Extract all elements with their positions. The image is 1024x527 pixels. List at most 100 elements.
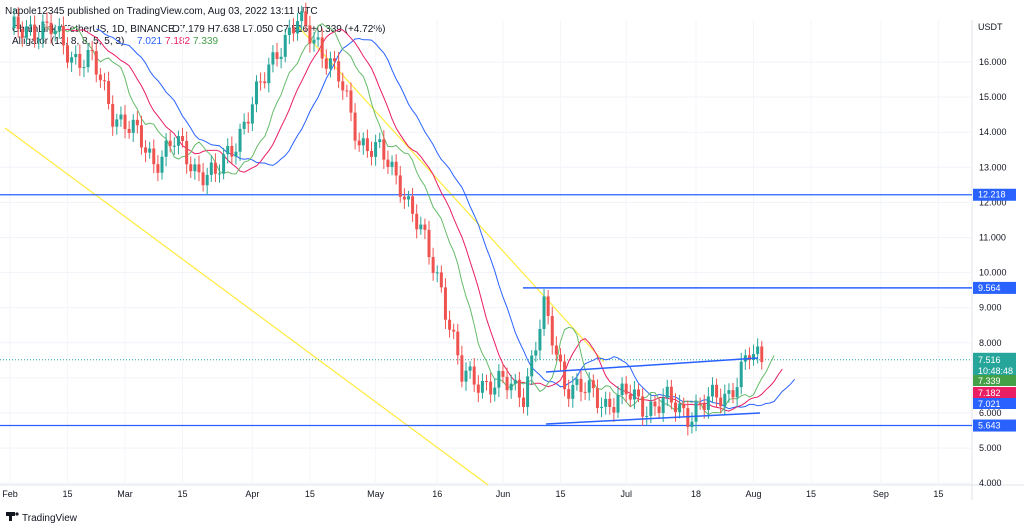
candle-body[interactable] xyxy=(604,398,608,407)
candle-body[interactable] xyxy=(254,81,258,105)
candle-body[interactable] xyxy=(669,386,673,403)
candle-body[interactable] xyxy=(345,90,349,92)
candle-body[interactable] xyxy=(472,366,476,385)
candle-body[interactable] xyxy=(296,21,300,34)
candle-body[interactable] xyxy=(522,397,525,407)
candle-body[interactable] xyxy=(287,27,291,35)
candle-body[interactable] xyxy=(723,393,727,407)
candle-body[interactable] xyxy=(554,345,558,355)
candle-body[interactable] xyxy=(45,21,49,23)
candle-body[interactable] xyxy=(493,387,497,395)
candle-body[interactable] xyxy=(661,397,665,414)
candle-body[interactable] xyxy=(752,354,756,360)
candle-body[interactable] xyxy=(731,390,735,398)
candle-body[interactable] xyxy=(571,384,575,399)
candle-body[interactable] xyxy=(739,361,743,388)
candle-body[interactable] xyxy=(747,355,751,360)
candle-body[interactable] xyxy=(148,148,152,153)
candle-body[interactable] xyxy=(328,58,332,69)
candle-body[interactable] xyxy=(102,80,106,82)
candle-body[interactable] xyxy=(386,159,390,167)
candle-body[interactable] xyxy=(271,52,275,65)
candle-body[interactable] xyxy=(57,26,61,31)
candle-body[interactable] xyxy=(390,161,394,167)
candle-body[interactable] xyxy=(710,384,714,397)
candle-body[interactable] xyxy=(608,398,612,408)
candle-body[interactable] xyxy=(645,415,649,417)
candle-body[interactable] xyxy=(448,319,452,330)
trendline-upper[interactable] xyxy=(295,23,605,363)
candle-body[interactable] xyxy=(291,27,295,34)
candle-body[interactable] xyxy=(587,380,591,393)
candle-body[interactable] xyxy=(94,51,98,75)
candle-body[interactable] xyxy=(702,403,706,410)
candle-body[interactable] xyxy=(575,378,579,385)
candle-body[interactable] xyxy=(394,161,398,176)
candle-body[interactable] xyxy=(33,24,37,41)
candle-body[interactable] xyxy=(464,370,468,382)
candle-body[interactable] xyxy=(579,378,583,392)
candle-body[interactable] xyxy=(665,386,669,398)
candle-body[interactable] xyxy=(632,389,636,400)
candle-body[interactable] xyxy=(357,140,361,146)
candle-body[interactable] xyxy=(74,53,78,58)
candle-body[interactable] xyxy=(649,401,653,416)
candle-body[interactable] xyxy=(715,384,719,398)
candle-body[interactable] xyxy=(320,37,324,59)
candle-body[interactable] xyxy=(460,355,464,382)
candle-body[interactable] xyxy=(316,37,320,40)
candle-body[interactable] xyxy=(509,383,513,391)
candle-body[interactable] xyxy=(70,57,74,63)
candle-body[interactable] xyxy=(501,370,505,377)
candle-body[interactable] xyxy=(234,151,238,157)
candle-body[interactable] xyxy=(600,406,604,408)
candle-body[interactable] xyxy=(230,145,234,157)
candle-body[interactable] xyxy=(213,162,217,174)
candle-body[interactable] xyxy=(144,147,148,153)
candle-body[interactable] xyxy=(267,64,271,84)
candle-body[interactable] xyxy=(546,296,550,316)
candle-body[interactable] xyxy=(324,58,328,69)
candle-body[interactable] xyxy=(538,328,542,351)
candle-body[interactable] xyxy=(61,26,65,46)
candle-body[interactable] xyxy=(456,331,460,356)
candle-body[interactable] xyxy=(485,380,489,382)
candle-body[interactable] xyxy=(657,406,661,414)
candle-body[interactable] xyxy=(637,389,641,397)
channel-upper[interactable] xyxy=(545,357,759,373)
candle-body[interactable] xyxy=(333,58,337,62)
candle-body[interactable] xyxy=(431,257,435,273)
candle-body[interactable] xyxy=(673,402,677,413)
candle-body[interactable] xyxy=(189,164,193,172)
candle-body[interactable] xyxy=(439,272,443,288)
candle-body[interactable] xyxy=(370,150,374,157)
candle-body[interactable] xyxy=(78,53,82,68)
candle-body[interactable] xyxy=(698,402,702,404)
candle-body[interactable] xyxy=(427,229,431,258)
candle-body[interactable] xyxy=(419,224,423,230)
candle-body[interactable] xyxy=(341,81,345,91)
candle-body[interactable] xyxy=(205,174,209,186)
candle-body[interactable] xyxy=(374,142,378,157)
candle-body[interactable] xyxy=(530,355,534,377)
candle-body[interactable] xyxy=(29,24,33,27)
candle-body[interactable] xyxy=(131,119,135,133)
candle-body[interactable] xyxy=(263,81,267,84)
candle-body[interactable] xyxy=(226,145,230,155)
candle-body[interactable] xyxy=(682,403,686,409)
candle-body[interactable] xyxy=(66,45,70,63)
candle-body[interactable] xyxy=(119,114,123,120)
candle-body[interactable] xyxy=(452,329,456,332)
candle-body[interactable] xyxy=(312,39,316,44)
candle-body[interactable] xyxy=(415,213,419,230)
candle-body[interactable] xyxy=(152,148,156,165)
candle-body[interactable] xyxy=(382,139,386,160)
candle-body[interactable] xyxy=(279,56,283,59)
candle-body[interactable] xyxy=(513,379,517,384)
candle-body[interactable] xyxy=(160,156,164,173)
candle-body[interactable] xyxy=(694,402,698,422)
candle-body[interactable] xyxy=(168,140,172,147)
candle-body[interactable] xyxy=(222,154,226,174)
candle-body[interactable] xyxy=(406,196,410,200)
candle-body[interactable] xyxy=(435,272,439,274)
